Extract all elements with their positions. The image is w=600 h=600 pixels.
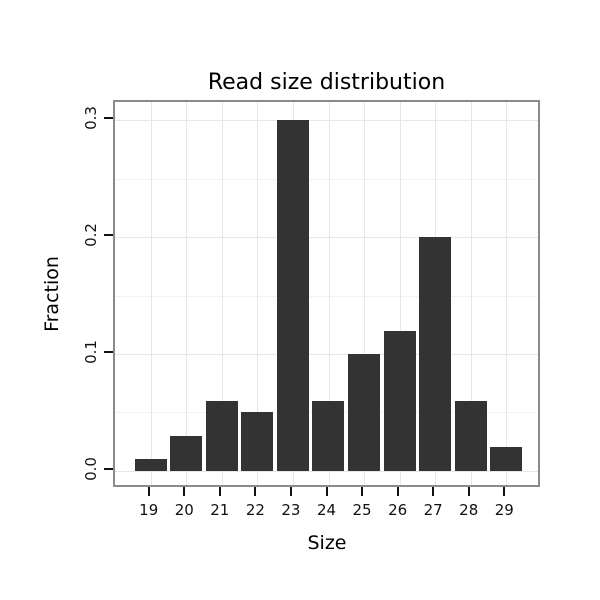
- vertical-gridline: [399, 102, 401, 485]
- vertical-gridline: [257, 102, 259, 485]
- vertical-gridline: [470, 102, 472, 485]
- x-tick-mark: [396, 487, 399, 496]
- x-tick-label: 22: [245, 501, 265, 519]
- chart-title: Read size distribution: [207, 70, 446, 95]
- vertical-gridline: [186, 102, 188, 485]
- major-gridline: [115, 120, 538, 122]
- x-tick-label: 27: [423, 501, 443, 519]
- x-tick-label: 19: [139, 501, 159, 519]
- bar-27: [419, 237, 452, 471]
- x-tick-mark: [289, 487, 292, 496]
- vertical-gridline: [221, 102, 223, 485]
- x-tick-label: 21: [210, 501, 230, 519]
- bar-24: [312, 400, 345, 471]
- bar-28: [454, 400, 487, 471]
- vertical-gridline: [506, 102, 508, 485]
- y-axis-label: Fraction: [41, 256, 63, 332]
- x-tick-label: 20: [174, 501, 194, 519]
- y-tick-mark: [104, 350, 113, 353]
- minor-gridline: [115, 178, 538, 180]
- vertical-gridline: [328, 102, 330, 485]
- vertical-gridline: [364, 102, 366, 485]
- bar-25: [348, 353, 381, 471]
- x-tick-label: 24: [316, 501, 337, 519]
- bar-26: [383, 330, 416, 471]
- x-tick-label: 23: [281, 501, 301, 519]
- major-gridline: [115, 353, 538, 355]
- x-tick-mark: [254, 487, 257, 496]
- x-tick-label: 28: [459, 501, 479, 519]
- y-tick-label: 0.1: [82, 340, 100, 364]
- vertical-gridline: [150, 102, 152, 485]
- bar-22: [241, 412, 274, 471]
- bar-23: [276, 120, 309, 471]
- y-tick-mark: [104, 234, 113, 237]
- bar-19: [134, 459, 167, 471]
- y-tick-label: 0.2: [82, 223, 100, 247]
- bar-20: [170, 435, 203, 471]
- x-tick-mark: [432, 487, 435, 496]
- major-gridline: [115, 237, 538, 239]
- y-tick-label: 0.0: [82, 456, 100, 481]
- x-tick-mark: [183, 487, 186, 496]
- x-tick-mark: [467, 487, 470, 496]
- bar-21: [205, 400, 238, 471]
- major-gridline: [115, 470, 538, 472]
- x-tick-mark: [325, 487, 328, 496]
- y-tick-mark: [104, 467, 113, 470]
- x-tick-label: 26: [388, 501, 408, 519]
- bar-29: [490, 447, 523, 471]
- x-tick-mark: [503, 487, 506, 496]
- plot-panel: [113, 100, 540, 487]
- y-tick-mark: [104, 117, 113, 120]
- x-axis-label: Size: [307, 532, 347, 554]
- y-tick-label: 0.3: [82, 106, 100, 131]
- x-tick-mark: [218, 487, 221, 496]
- minor-gridline: [115, 295, 538, 297]
- x-tick-label: 25: [352, 501, 372, 519]
- x-tick-mark: [147, 487, 150, 496]
- x-tick-mark: [361, 487, 364, 496]
- x-tick-label: 29: [494, 501, 514, 519]
